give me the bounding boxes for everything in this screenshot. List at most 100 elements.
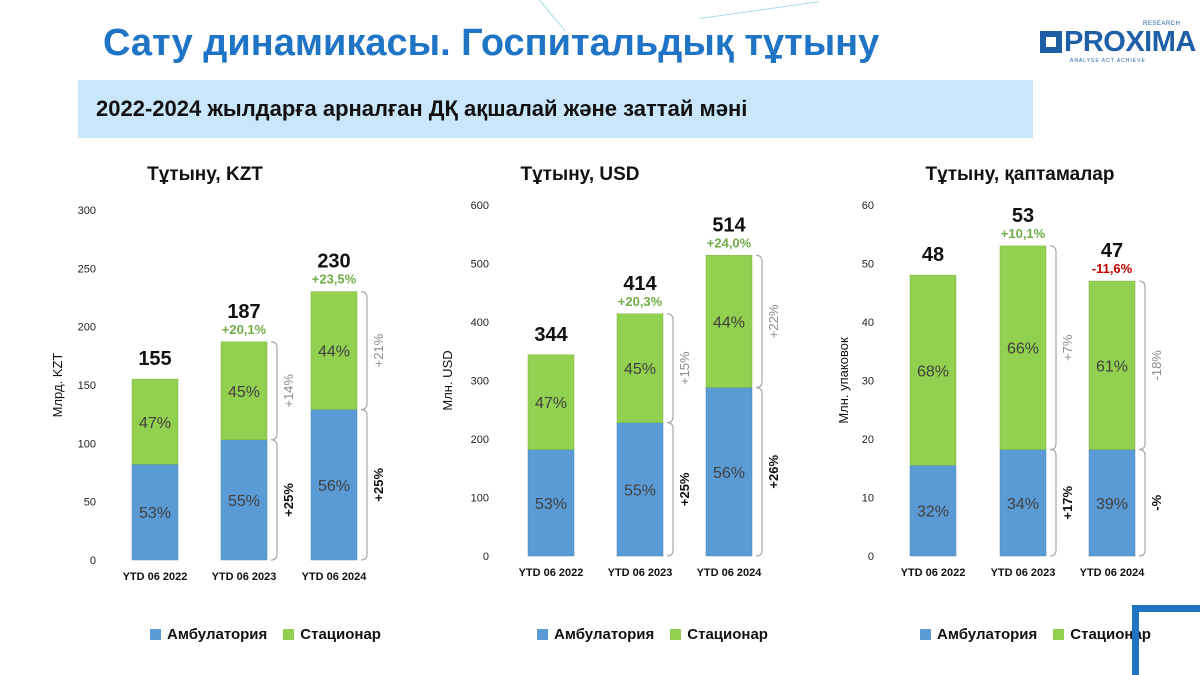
proxima-logo: PROXIMA RESEARCH ANALYSE ACT ACHIEVE [1040,21,1196,68]
data-label-ambulatory: 55% [228,493,260,510]
data-label-inpatient: 68% [917,363,949,380]
logo-subtitle: RESEARCH [1143,21,1181,27]
banner-text: 2022-2024 жылдарға арналған ДҚ ақшалай ж… [96,96,748,121]
total-label: 344 [534,324,568,346]
y-tick-label: 400 [471,317,489,329]
chart-title: Тұтыну, қаптамалар [926,164,1115,185]
bracket-label-inpatient: +14% [281,374,296,408]
legend-label-inpatient: Стационар [687,626,768,643]
data-label-ambulatory: 56% [713,465,745,482]
bracket-label-inpatient: +15% [677,351,692,385]
x-tick-label: YTD 06 2023 [991,567,1056,579]
y-tick-label: 250 [78,263,96,275]
bar-segment-ambulatory [999,449,1047,557]
bracket-inpatient [360,291,368,411]
data-label-inpatient: 45% [228,384,260,401]
y-tick-label: 100 [471,493,489,505]
logo-mark [1040,31,1062,53]
y-tick-label: 600 [471,200,489,212]
x-tick-label: YTD 06 2024 [697,567,763,579]
data-label-inpatient: 47% [139,415,171,432]
y-tick-label: 150 [78,380,96,392]
bar-segment-inpatient [310,291,358,410]
bracket-label-ambulatory: +25% [371,468,386,502]
bracket-inpatient [270,341,278,441]
growth-label: +24,0% [707,235,752,250]
legend-label-inpatient: Стационар [1070,626,1151,643]
total-label: 414 [623,273,657,295]
legend-swatch-inpatient [283,629,295,640]
legend-label-ambulatory: Амбулатория [167,626,268,643]
bar-segment-ambulatory [616,422,664,557]
bracket-ambulatory [360,408,368,561]
bracket-label-inpatient: +7% [1060,334,1075,361]
growth-label: +10,1% [1001,226,1046,241]
legend-swatch-ambulatory [920,629,931,640]
legend-packs: Амбулатория Стационар [920,626,1151,643]
bar-segment-ambulatory [220,439,268,561]
growth-label: +23,5% [312,272,357,287]
bracket-label-ambulatory: -% [1149,494,1164,510]
y-tick-label: 0 [90,555,96,567]
bar-segment-inpatient [999,245,1047,450]
x-tick-label: YTD 06 2022 [519,567,584,579]
bar-segment-ambulatory [909,465,957,557]
growth-label: +20,3% [618,294,663,309]
bracket-label-ambulatory: +17% [1060,486,1075,520]
y-axis-label: Млн. USD [440,350,455,410]
bracket-label-ambulatory: +25% [281,483,296,517]
total-label: 48 [922,244,944,266]
data-label-inpatient: 45% [624,361,656,378]
bar-segment-inpatient [1088,280,1136,450]
bar-segment-inpatient [909,274,957,466]
total-label: 514 [712,214,746,236]
data-label-ambulatory: 53% [139,505,171,522]
legend-kzt: Амбулатория Стационар [150,626,381,643]
y-axis-label: Млрд. KZT [50,353,65,418]
data-label-ambulatory: 32% [917,504,949,521]
bar-segment-inpatient [527,354,575,450]
legend-usd: Амбулатория Стационар [537,626,768,643]
x-tick-label: YTD 06 2023 [212,571,277,583]
bracket-label-inpatient: -18% [1149,350,1164,381]
legend-label-ambulatory: Амбулатория [937,626,1038,643]
y-tick-label: 50 [862,259,874,271]
x-tick-label: YTD 06 2022 [123,571,188,583]
bracket-inpatient [755,254,763,389]
x-tick-label: YTD 06 2024 [302,571,368,583]
y-tick-label: 0 [483,551,489,563]
bracket-ambulatory [1049,448,1057,557]
y-tick-label: 300 [78,205,96,217]
data-label-ambulatory: 34% [1007,496,1039,513]
chart-title: Тұтыну, USD [521,164,640,185]
subtitle-banner: 2022-2024 жылдарға арналған ДҚ ақшалай ж… [78,80,1033,138]
legend-label-inpatient: Стационар [300,626,381,643]
page-title: Сату динамикасы. Госпитальдық тұтыну [103,22,880,64]
corner-decoration [1132,605,1200,675]
y-tick-label: 0 [868,551,874,563]
total-label: 47 [1101,240,1123,262]
bar-segment-inpatient [220,341,268,441]
y-tick-label: 10 [862,493,874,505]
bracket-inpatient [1138,280,1146,451]
bracket-ambulatory [270,439,278,561]
legend-swatch-inpatient [1053,629,1065,640]
bracket-ambulatory [666,422,674,557]
data-label-ambulatory: 56% [318,478,350,495]
data-label-inpatient: 44% [713,314,745,331]
y-tick-label: 500 [471,259,489,271]
data-label-ambulatory: 53% [535,496,567,513]
legend-swatch-ambulatory [150,629,161,640]
chart-title: Тұтыну, KZT [147,164,263,185]
y-tick-label: 30 [862,376,874,388]
y-tick-label: 100 [78,438,96,450]
bracket-ambulatory [755,386,763,557]
bracket-inpatient [666,313,674,424]
legend-label-ambulatory: Амбулатория [554,626,655,643]
y-tick-label: 60 [862,200,874,212]
bracket-label-inpatient: +22% [766,304,781,338]
legend-swatch-ambulatory [537,629,548,640]
bar-segment-inpatient [705,255,753,388]
y-tick-label: 20 [862,434,874,446]
bracket-ambulatory [1138,448,1146,557]
